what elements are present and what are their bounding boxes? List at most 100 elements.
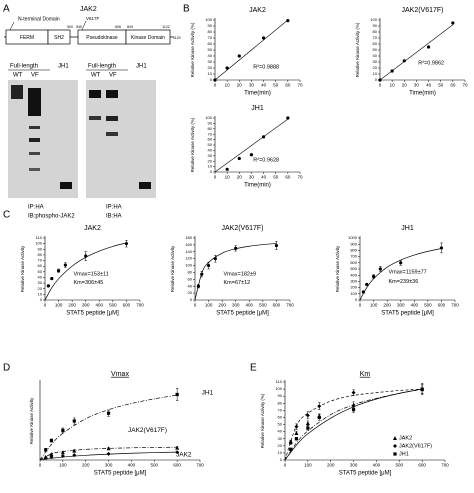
panel-label: D	[3, 363, 10, 374]
data-point	[351, 390, 356, 395]
y-tick-label: 90	[208, 23, 213, 28]
y-tick-label: 0	[280, 457, 283, 462]
annotation: Vmax=182±9	[224, 271, 257, 277]
fit-curve	[359, 248, 442, 301]
data-point	[306, 426, 310, 430]
data-point	[390, 69, 394, 73]
y-tick-label: 100	[185, 263, 192, 268]
data-point	[451, 21, 455, 25]
y-tick-label: 1000	[348, 235, 358, 240]
construct: JH1	[136, 64, 147, 70]
x-tick-label: 70	[297, 83, 303, 88]
data-point	[175, 445, 180, 450]
residue: 1122	[162, 25, 170, 29]
data-point	[49, 452, 54, 457]
data-point	[63, 263, 67, 267]
x-tick-label: 400	[373, 463, 381, 468]
lane: WT	[91, 73, 101, 79]
x-tick-label: 50	[273, 83, 279, 88]
residue: 606	[115, 25, 121, 29]
y-tick-label: 80	[208, 29, 213, 34]
y-tick-label: 50	[373, 47, 378, 52]
data-point	[294, 431, 299, 436]
fit-curve	[284, 388, 423, 461]
y-tick-label: 800	[350, 247, 357, 252]
data-point	[206, 263, 211, 268]
data-point	[249, 153, 254, 157]
x-tick-label: 20	[237, 175, 243, 180]
annotation: Vmax=1159±77	[389, 270, 427, 276]
y-axis-label: Relative Kinase Activity	[335, 245, 340, 292]
data-point	[72, 453, 77, 458]
y-tick-label: 100	[205, 115, 212, 120]
band	[139, 182, 151, 189]
data-point	[237, 156, 241, 161]
fit-curve	[284, 388, 423, 461]
x-tick-label: 0	[39, 463, 42, 468]
y-tick-label: 180	[185, 235, 192, 240]
legend-marker	[393, 436, 397, 440]
y-tick-label: 100	[275, 386, 282, 391]
y-tick-label: 50	[38, 269, 43, 274]
band	[28, 88, 41, 116]
ib-label: IB:phospho-JAK2	[28, 214, 75, 220]
x-tick-label: 50	[438, 83, 444, 88]
data-point	[289, 447, 293, 451]
legend-label: JH1	[399, 451, 409, 457]
y-tick-label: 70	[208, 35, 213, 40]
lane: VF	[31, 73, 39, 79]
x-tick-label: 0	[194, 303, 197, 308]
y-tick-label: 700	[350, 254, 357, 259]
data-point	[50, 276, 54, 281]
y-tick-label: 10	[278, 450, 283, 455]
residue: 545	[76, 25, 82, 29]
y-axis-label: Relative Kinase Activity	[20, 245, 25, 292]
data-point	[286, 116, 290, 120]
data-point	[43, 456, 48, 461]
y-tick-label: 80	[278, 400, 283, 405]
lane: WT	[13, 73, 23, 79]
series-label: JAK2(V617F)	[128, 427, 167, 434]
x-tick-label: 600	[438, 303, 446, 308]
data-point	[106, 446, 111, 451]
y-tick-label: 60	[278, 415, 283, 420]
chart-title: JAK2(V617F)	[221, 225, 263, 232]
x-tick-label: 0	[359, 303, 362, 308]
x-tick-label: 40	[261, 175, 267, 180]
x-tick-label: 300	[350, 463, 358, 468]
domain-box	[47, 29, 71, 45]
x-tick-label: 100	[205, 303, 213, 308]
data-point	[175, 450, 180, 455]
y-axis-label: Relative Kinase Activity (%)	[355, 22, 360, 77]
annotation: Km=239±36	[389, 279, 419, 285]
domain-box	[125, 29, 171, 45]
y-tick-label: 100	[350, 291, 357, 296]
data-point	[261, 36, 266, 40]
x-tick-label: 20	[237, 83, 243, 88]
y-tick-label: 600	[350, 260, 357, 265]
x-tick-label: 20	[402, 83, 408, 88]
x-axis-label: STAT5 peptide [μM]	[94, 471, 147, 477]
fit-curve	[284, 388, 423, 461]
y-axis-label: Relative Kinase Activity (%)	[190, 117, 195, 172]
construct: Full-length	[10, 64, 38, 70]
data-point	[46, 284, 50, 288]
y-tick-label: 0	[40, 297, 43, 302]
series-label: JAK2	[176, 451, 192, 458]
chart-title: JAK2(V617F)	[401, 7, 443, 14]
x-tick-label: 0	[214, 83, 217, 88]
y-tick-label: 10	[38, 291, 43, 296]
y-tick-label: 80	[38, 252, 43, 257]
x-axis-label: Time(min)	[244, 183, 271, 189]
data-point	[371, 274, 376, 279]
y-tick-label: 0	[210, 169, 213, 174]
data-point	[361, 290, 365, 294]
y-tick-label: 60	[373, 41, 378, 46]
y-tick-label: 40	[373, 53, 378, 58]
y-tick-label: 0	[190, 297, 193, 302]
y-tick-label: 60	[208, 41, 213, 46]
band	[106, 132, 118, 136]
annotation: R²=0.9628	[253, 158, 279, 164]
x-tick-label: 300	[105, 463, 113, 468]
